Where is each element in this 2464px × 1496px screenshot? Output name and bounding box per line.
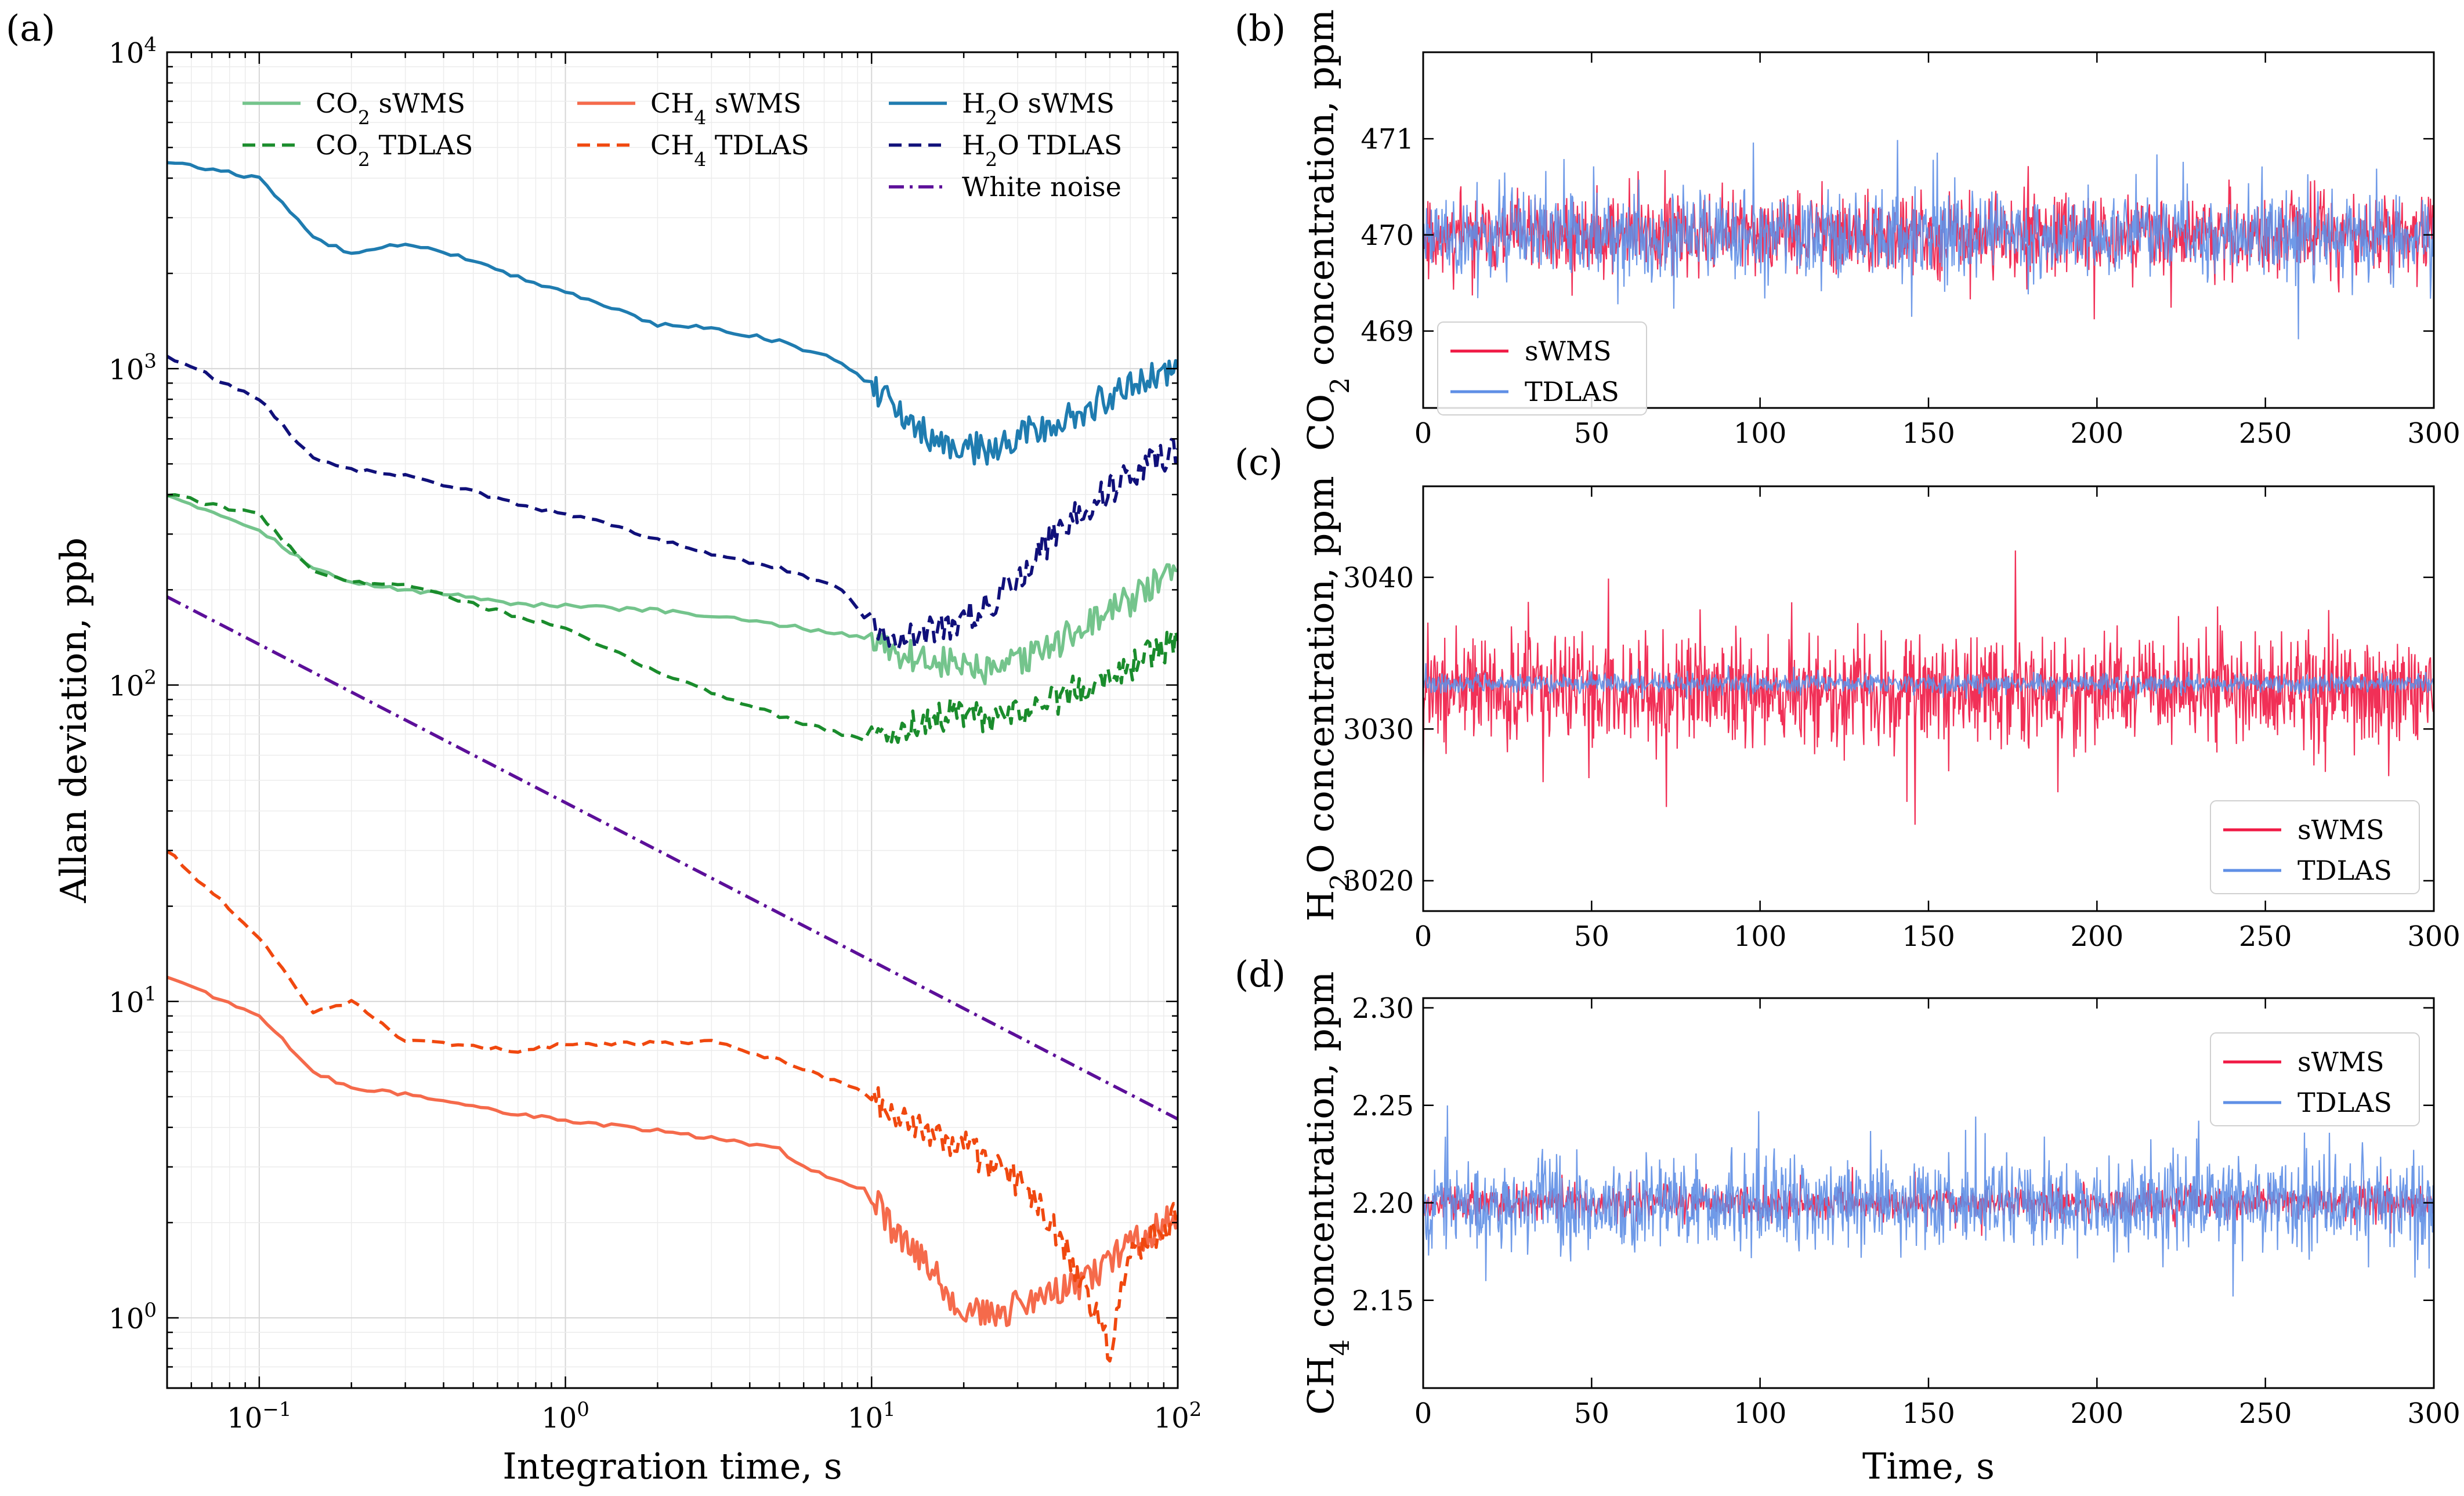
y-tick-label: 2.25 <box>1352 1090 1414 1122</box>
x-tick-label: 250 <box>2239 920 2292 953</box>
x-tick-label: 200 <box>2071 920 2124 953</box>
y-tick-label: 2.15 <box>1352 1285 1414 1317</box>
x-axis-title: Integration time, s <box>502 1445 842 1487</box>
x-tick-label: 250 <box>2239 1397 2292 1430</box>
x-tick-label: 100 <box>1734 1397 1787 1430</box>
y-tick-label: 471 <box>1361 123 1414 156</box>
series-line-tdlas <box>1423 663 2434 704</box>
x-tick-label: 200 <box>2071 1397 2124 1430</box>
x-tick-label: 0 <box>1414 1397 1432 1430</box>
series-line-tdlas <box>1423 1105 2434 1297</box>
series-line-tdlas <box>1423 140 2434 339</box>
x-tick-label: 102 <box>1154 1398 1202 1434</box>
x-tick-label: 100 <box>1734 920 1787 953</box>
x-tick-label: 50 <box>1574 920 1609 953</box>
legend-label: H2O sWMS <box>962 88 1115 129</box>
panel-label: (b) <box>1235 7 1286 49</box>
series-line-swms <box>1423 166 2434 320</box>
legend-label: TDLAS <box>1525 376 1619 407</box>
legend-label: sWMS <box>1525 335 1612 367</box>
panel-label: (d) <box>1235 953 1286 995</box>
x-tick-label: 300 <box>2407 920 2461 953</box>
y-axis-title: H2O concentration, ppm <box>1300 476 1355 922</box>
x-tick-label: 50 <box>1574 417 1609 450</box>
legend-label: TDLAS <box>2297 1087 2392 1118</box>
series-line-co2-swms <box>167 494 1178 685</box>
panel-a-series <box>167 161 1178 1363</box>
panel-d-series <box>1423 1105 2434 1297</box>
x-axis-title: Time, s <box>1862 1445 1995 1487</box>
series-line-ch4-swms <box>167 975 1178 1327</box>
legend-label: CO2 sWMS <box>316 88 465 129</box>
series-line-h2o-swms <box>167 161 1178 466</box>
series-line-co2-tdlas <box>167 493 1178 745</box>
series-line-h2o-tdlas <box>167 355 1178 652</box>
x-tick-label: 300 <box>2407 1397 2461 1430</box>
y-tick-label: 3020 <box>1343 865 1414 898</box>
legend-label: CO2 TDLAS <box>316 129 473 171</box>
x-tick-label: 101 <box>848 1398 896 1434</box>
series-line-ch4-tdlas <box>167 850 1178 1363</box>
y-tick-label: 3040 <box>1343 562 1414 594</box>
legend-label: CH4 TDLAS <box>650 129 809 171</box>
x-tick-label: 0 <box>1414 920 1432 953</box>
y-tick-label: 102 <box>108 666 157 703</box>
x-tick-label: 0 <box>1414 417 1432 450</box>
x-tick-label: 50 <box>1574 1397 1609 1430</box>
y-tick-label: 104 <box>108 33 157 70</box>
x-tick-label: 200 <box>2071 417 2124 450</box>
x-tick-label: 100 <box>1734 417 1787 450</box>
y-tick-label: 2.20 <box>1352 1187 1414 1220</box>
y-tick-label: 2.30 <box>1352 992 1414 1025</box>
x-tick-label: 10−1 <box>227 1398 291 1434</box>
legend-label: sWMS <box>2297 1046 2385 1078</box>
panel-a: 10−1 100 101 102 100 101 102 103 104 Integration … <box>6 7 1202 1487</box>
y-tick-label: 469 <box>1361 315 1414 348</box>
x-tick-label: 100 <box>541 1398 589 1434</box>
panel-label: (c) <box>1235 441 1283 483</box>
legend-label: White noise <box>962 171 1121 203</box>
panel-label: (a) <box>6 7 55 49</box>
x-tick-label: 150 <box>1902 1397 1955 1430</box>
y-tick-label: 470 <box>1361 219 1414 252</box>
series-line-white-noise <box>167 595 1178 1121</box>
x-tick-label: 150 <box>1902 920 1955 953</box>
legend-label: TDLAS <box>2297 855 2392 886</box>
y-tick-label: 100 <box>108 1299 157 1335</box>
legend-label: sWMS <box>2297 814 2385 845</box>
x-tick-label: 300 <box>2407 417 2461 450</box>
x-tick-label: 150 <box>1902 417 1955 450</box>
legend-label: CH4 sWMS <box>650 88 801 129</box>
panel-a-frame <box>166 51 1179 1389</box>
x-tick-label: 250 <box>2239 417 2292 450</box>
y-tick-label: 3030 <box>1343 713 1414 746</box>
panel-b-series <box>1423 140 2434 339</box>
legend-label: H2O TDLAS <box>962 129 1122 171</box>
y-tick-label: 101 <box>108 982 157 1019</box>
y-axis-title: CO2 concentration, ppm <box>1300 9 1355 451</box>
y-axis-title: CH4 concentration, ppm <box>1300 971 1355 1415</box>
y-tick-label: 103 <box>108 349 157 386</box>
panel-c-series <box>1423 550 2434 825</box>
y-axis-title: Allan deviation, ppb <box>52 537 95 904</box>
